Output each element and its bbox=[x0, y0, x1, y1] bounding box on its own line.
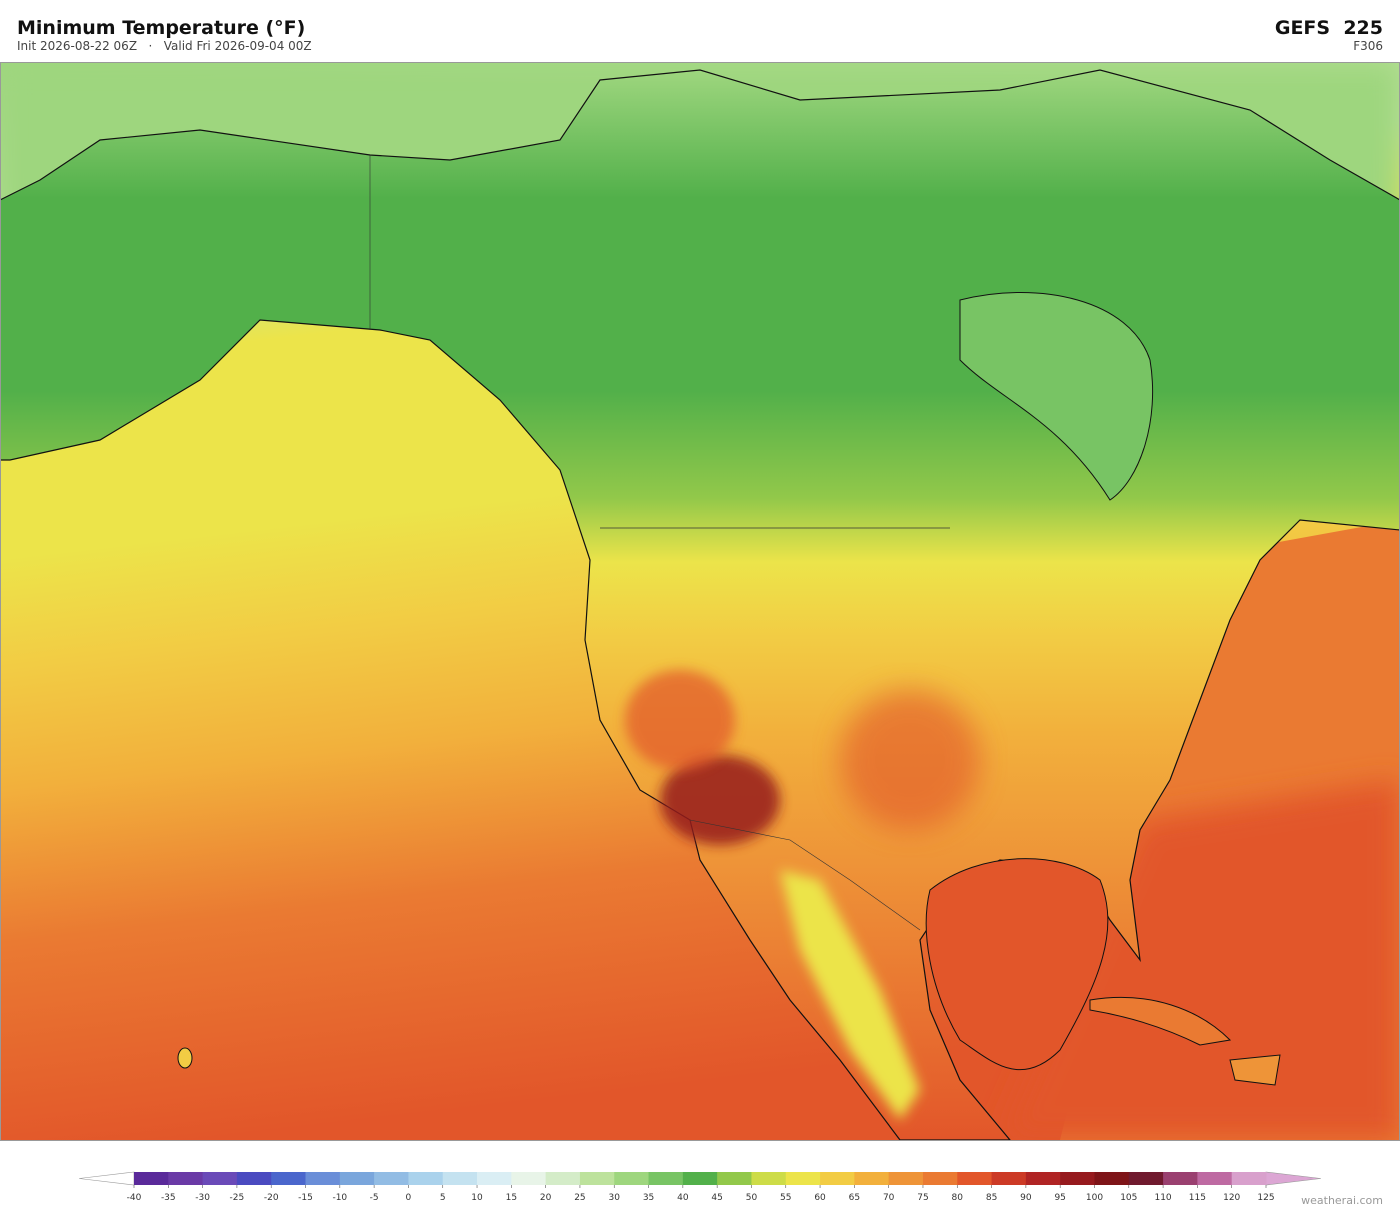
colorbar-tick-label: 20 bbox=[540, 1193, 552, 1203]
border bbox=[689, 819, 921, 931]
colorbar-bin bbox=[820, 1172, 855, 1185]
colorbar-bin bbox=[682, 1172, 718, 1185]
colorbar-tick-label: 60 bbox=[814, 1193, 826, 1203]
colorbar-tick-label: 80 bbox=[952, 1193, 964, 1203]
colorbar-bin bbox=[545, 1172, 581, 1185]
colorbar-tick-label: -20 bbox=[264, 1193, 279, 1203]
colorbar-bin bbox=[442, 1172, 478, 1185]
colorbar-bin bbox=[271, 1172, 307, 1185]
colorbar-bin bbox=[579, 1172, 615, 1185]
colorbar-tick-label: 50 bbox=[746, 1193, 758, 1203]
colorbar-bin bbox=[648, 1172, 684, 1185]
colorbar-tick-label: 95 bbox=[1054, 1193, 1065, 1203]
colorbar-bin bbox=[785, 1172, 821, 1185]
plains-warm bbox=[840, 690, 980, 830]
colorbar-bin bbox=[305, 1172, 341, 1185]
colorbar-tick-label: -5 bbox=[370, 1193, 379, 1203]
colorbar-bin bbox=[751, 1172, 787, 1185]
colorbar-tick-label: -15 bbox=[298, 1193, 313, 1203]
colorbar-tick-label: 0 bbox=[406, 1193, 412, 1203]
map-title: Minimum Temperature (°F) bbox=[17, 17, 305, 39]
colorbar-tick-label: 5 bbox=[440, 1193, 446, 1203]
mexico-plateau bbox=[780, 870, 920, 1120]
colorbar-bin bbox=[168, 1172, 204, 1185]
colorbar-bin bbox=[888, 1172, 924, 1185]
colorbar-tick-label: 35 bbox=[643, 1193, 654, 1203]
colorbar-tick-label: 10 bbox=[471, 1193, 483, 1203]
colorbar-tick-label: 25 bbox=[574, 1193, 585, 1203]
hudson-bay bbox=[959, 292, 1154, 501]
colorbar-bin bbox=[236, 1172, 272, 1185]
colorbar-tick-label: 55 bbox=[780, 1193, 791, 1203]
colorbar-bin bbox=[1197, 1172, 1233, 1185]
colorbar-tick-label: 125 bbox=[1257, 1193, 1274, 1203]
colorbar-tick-label: 40 bbox=[677, 1193, 689, 1203]
colorbar-tick-label: 100 bbox=[1086, 1193, 1103, 1203]
colorbar-bin bbox=[614, 1172, 650, 1185]
hawaii bbox=[177, 1047, 193, 1069]
atlantic-south bbox=[1000, 780, 1400, 1140]
model-name: GEFS 225 bbox=[1275, 17, 1383, 39]
forecast-hour: F306 bbox=[1353, 39, 1383, 53]
colorbar-tick-label: 45 bbox=[711, 1193, 722, 1203]
cuba bbox=[1089, 996, 1232, 1046]
map bbox=[0, 62, 1400, 1140]
colorbar-tick-label: -35 bbox=[161, 1193, 176, 1203]
watermark: weatherai.com bbox=[1301, 1194, 1383, 1207]
colorbar-tick-label: 85 bbox=[986, 1193, 997, 1203]
colorbar: -40 -35 -30 -25 -20 -15 -10 -5 0 5 10 15 20 25 30 35 40 4… bbox=[79, 1171, 1321, 1203]
colorbar-tick-label: 110 bbox=[1154, 1193, 1171, 1203]
colorbar-bin bbox=[408, 1172, 444, 1185]
colorbar-bin bbox=[991, 1172, 1027, 1185]
colorbar-bin bbox=[339, 1172, 375, 1185]
colorbar-bin bbox=[1163, 1172, 1198, 1185]
gulf-of-mexico bbox=[925, 858, 1109, 1071]
colorbar-tick-label: 65 bbox=[849, 1193, 860, 1203]
colorbar-tick-label: 105 bbox=[1120, 1193, 1137, 1203]
map-subtitle: Init 2026-08-22 06Z · Valid Fri 2026-09-… bbox=[17, 39, 312, 53]
colorbar-bin bbox=[374, 1172, 409, 1185]
colorbar-tick-label: 90 bbox=[1020, 1193, 1032, 1203]
colorbar-over bbox=[1265, 1171, 1321, 1186]
colorbar-bin bbox=[1025, 1172, 1061, 1185]
colorbar-tick-label: 120 bbox=[1223, 1193, 1240, 1203]
colorbar-bin bbox=[1060, 1172, 1095, 1185]
colorbar-bin bbox=[957, 1172, 993, 1185]
desert-hot-spot bbox=[660, 755, 780, 845]
colorbar-tick-label: 15 bbox=[506, 1193, 517, 1203]
colorbar-tick-label: -10 bbox=[332, 1193, 347, 1203]
colorbar-bin bbox=[717, 1172, 752, 1185]
colorbar-bin bbox=[202, 1172, 238, 1185]
colorbar-tick-label: 75 bbox=[917, 1193, 928, 1203]
hispaniola bbox=[1229, 1054, 1281, 1086]
colorbar-bin bbox=[1128, 1172, 1164, 1185]
colorbar-bin bbox=[1231, 1172, 1267, 1185]
colorbar-bin bbox=[922, 1172, 958, 1185]
colorbar-bin bbox=[854, 1172, 890, 1185]
colorbar-tick-label: -30 bbox=[195, 1193, 210, 1203]
southwest-warm bbox=[625, 670, 735, 770]
colorbar-bin bbox=[134, 1172, 169, 1185]
colorbar-bin bbox=[511, 1172, 547, 1185]
colorbar-bin bbox=[477, 1172, 512, 1185]
colorbar-tick-label: -25 bbox=[230, 1193, 245, 1203]
colorbar-tick-label: 30 bbox=[609, 1193, 621, 1203]
colorbar-under bbox=[79, 1171, 135, 1186]
colorbar-tick-label: 115 bbox=[1189, 1193, 1206, 1203]
colorbar-tick-label: -40 bbox=[127, 1193, 142, 1203]
colorbar-bin bbox=[1094, 1172, 1130, 1185]
colorbar-tick-label: 70 bbox=[883, 1193, 895, 1203]
